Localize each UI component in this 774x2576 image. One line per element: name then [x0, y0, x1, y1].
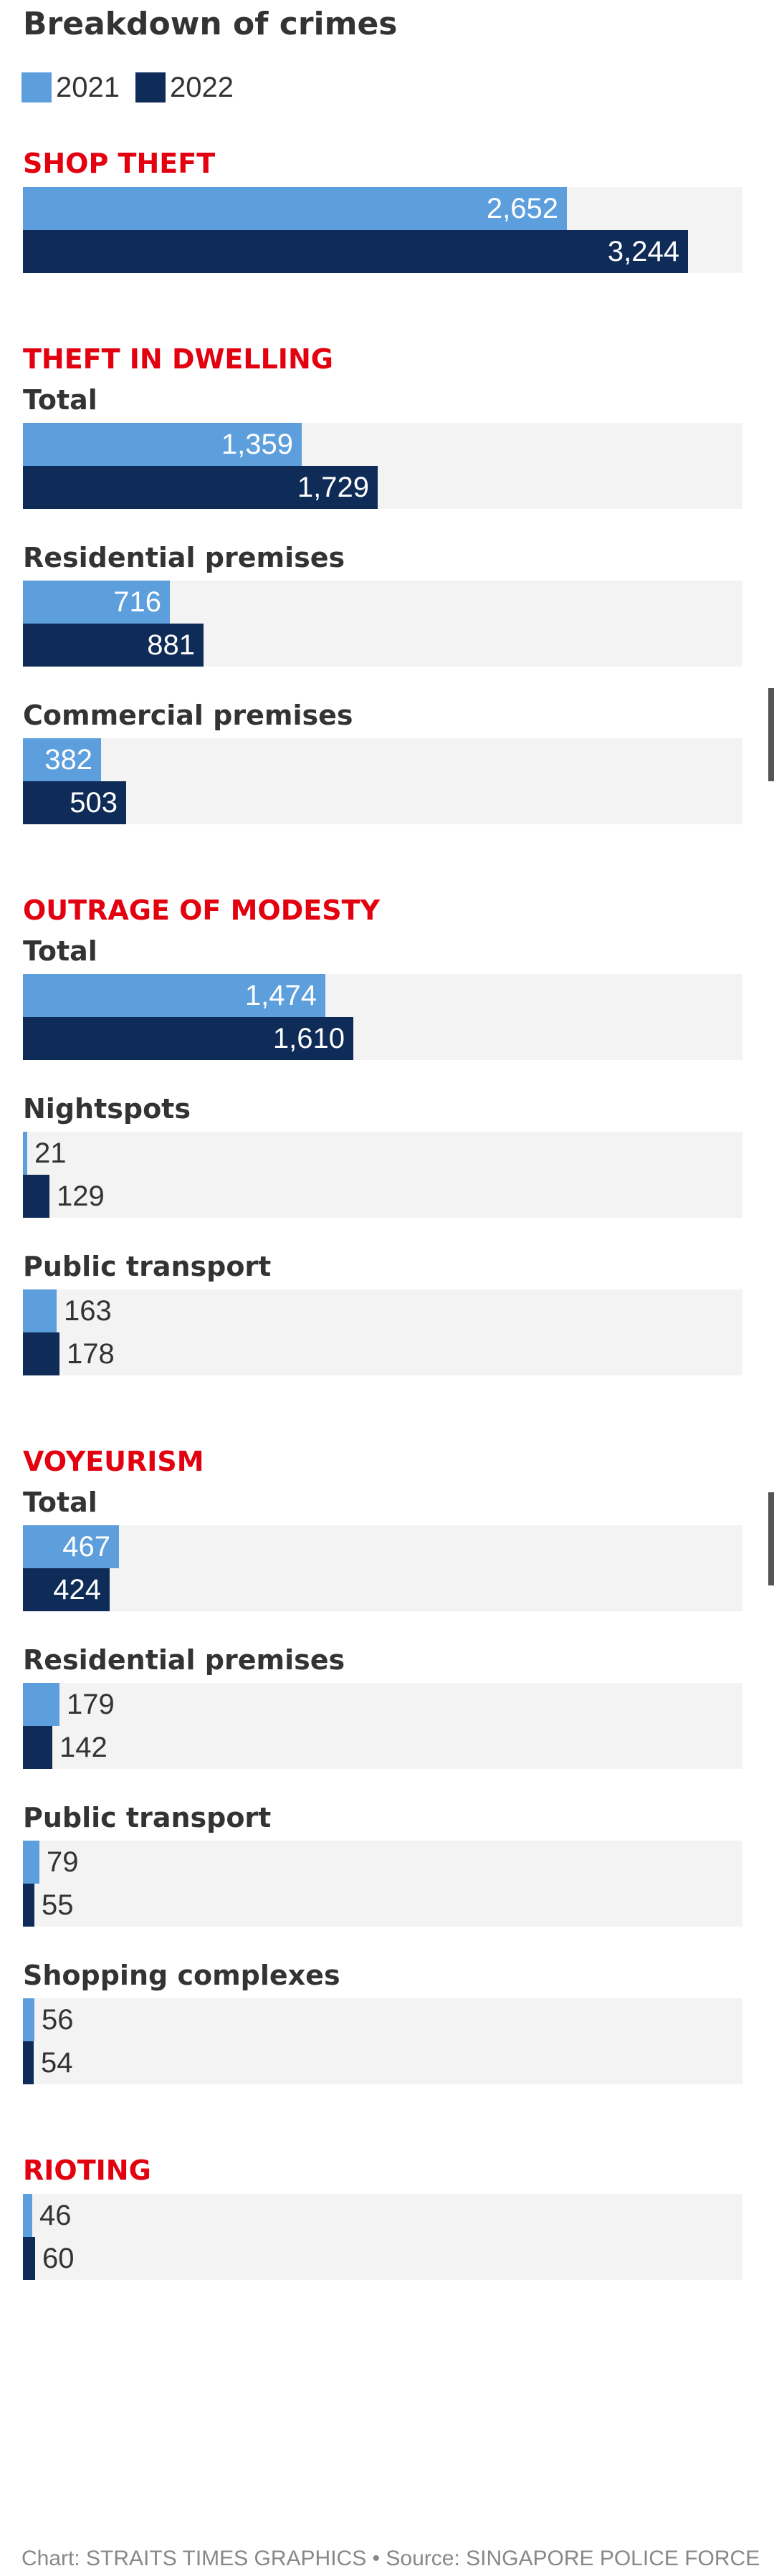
legend-item-2022: 2022: [135, 72, 234, 104]
data-label-2022: 60: [42, 2243, 75, 2274]
data-label-2021: 21: [34, 1137, 67, 1169]
data-label-2022: 142: [59, 1732, 108, 1763]
subcategory-title: Shopping complexes: [23, 1960, 340, 1991]
data-label-2021: 46: [39, 2200, 72, 2231]
bar-2021: [23, 1683, 59, 1726]
bar-row-outrage-of-modesty: 21 129: [23, 1132, 742, 1218]
chart-credit: Chart: STRAITS TIMES GRAPHICS: [22, 2547, 367, 2570]
data-label-2022: 3,244: [607, 236, 679, 267]
data-label-2021: 79: [47, 1846, 79, 1878]
data-label-2022: 129: [57, 1180, 105, 1212]
bar-2022: [23, 2041, 34, 2084]
footer-separator: •: [372, 2547, 381, 2570]
data-label-2021: 467: [62, 1531, 110, 1563]
bar-2021: [23, 1289, 57, 1332]
data-label-2021: 2,652: [486, 193, 558, 224]
category-title-theft-in-dwelling: THEFT IN DWELLING: [23, 343, 333, 375]
legend-item-2021: 2021: [22, 72, 120, 104]
legend-label-2021: 2021: [56, 71, 120, 103]
subcategory-title: Total: [23, 1487, 97, 1518]
scrollbar[interactable]: [768, 0, 774, 2576]
subcategory-title: Residential premises: [23, 542, 345, 573]
subcategory-title: Total: [23, 935, 97, 967]
bar-2021: [23, 187, 567, 230]
bar-2021: [23, 1998, 34, 2041]
bar-2022: [23, 1017, 353, 1060]
bar-2022: [23, 1332, 59, 1375]
bar-row-outrage-of-modesty: 163 178: [23, 1289, 742, 1375]
bar-2022: [23, 1884, 34, 1927]
bar-2022: [23, 1726, 52, 1769]
bar-2021: [23, 1841, 39, 1884]
chart-footer: Chart: STRAITS TIMES GRAPHICS • Source: …: [22, 2544, 760, 2573]
data-label-2022: 178: [67, 1338, 115, 1370]
bar-row-rioting: 46 60: [23, 2194, 742, 2280]
subcategory-title: Public transport: [23, 1802, 272, 1833]
data-label-2021: 163: [64, 1295, 112, 1327]
bar-row-voyeurism: 79 55: [23, 1841, 742, 1927]
legend-swatch-2022: [135, 72, 166, 102]
legend-swatch-2021: [22, 72, 52, 102]
data-label-2022: 881: [147, 629, 195, 661]
data-label-2021: 716: [113, 586, 161, 618]
bar-2021: [23, 2194, 32, 2237]
subcategory-title: Residential premises: [23, 1644, 345, 1676]
data-label-2022: 424: [53, 1574, 101, 1606]
subcategory-title: Nightspots: [23, 1093, 191, 1125]
bar-row-theft-in-dwelling: 716 881: [23, 581, 742, 667]
chart-title: Breakdown of crimes: [23, 6, 398, 42]
bar-row-voyeurism: 56 54: [23, 1998, 742, 2084]
bar-row-outrage-of-modesty: 1,474 1,610: [23, 974, 742, 1060]
bar-row-shop-theft: 2,652 3,244: [23, 187, 742, 273]
bar-2022: [23, 1568, 110, 1611]
data-label-2021: 1,474: [244, 980, 317, 1011]
bar-2022: [23, 624, 204, 667]
scrollbar-thumb[interactable]: [768, 688, 774, 781]
bar-2022: [23, 781, 126, 824]
bar-2021: [23, 1132, 27, 1175]
subcategory-title: Commercial premises: [23, 700, 353, 731]
bar-row-theft-in-dwelling: 1,359 1,729: [23, 423, 742, 509]
chart-legend: 2021 2022: [22, 70, 249, 105]
bar-2021: [23, 423, 302, 466]
bar-2021: [23, 738, 101, 781]
data-label-2022: 55: [42, 1889, 74, 1921]
legend-label-2022: 2022: [169, 71, 234, 103]
bar-2022: [23, 230, 688, 273]
bar-2022: [23, 1175, 49, 1218]
data-label-2022: 54: [41, 2047, 73, 2079]
subcategory-title: Total: [23, 384, 97, 416]
subcategory-title: Public transport: [23, 1251, 272, 1282]
data-label-2021: 179: [67, 1689, 115, 1720]
bar-2021: [23, 974, 325, 1017]
bar-row-voyeurism: 179 142: [23, 1683, 742, 1769]
chart-source: Source: SINGAPORE POLICE FORCE: [386, 2547, 760, 2570]
scrollbar-thumb[interactable]: [768, 1492, 774, 1585]
bar-row-theft-in-dwelling: 382 503: [23, 738, 742, 824]
category-title-voyeurism: VOYEURISM: [23, 1446, 204, 1477]
bar-2021: [23, 1525, 119, 1568]
data-label-2022: 1,729: [297, 472, 369, 503]
bar-2022: [23, 2237, 35, 2280]
category-title-rioting: RIOTING: [23, 2155, 151, 2186]
data-label-2021: 1,359: [221, 429, 293, 460]
category-title-outrage-of-modesty: OUTRAGE OF MODESTY: [23, 895, 381, 926]
data-label-2022: 503: [70, 787, 118, 819]
data-label-2021: 56: [42, 2004, 74, 2036]
data-label-2021: 382: [44, 744, 92, 776]
category-title-shop-theft: SHOP THEFT: [23, 148, 216, 179]
bar-row-voyeurism: 467 424: [23, 1525, 742, 1611]
bar-2021: [23, 581, 170, 624]
bar-2022: [23, 466, 378, 509]
data-label-2022: 1,610: [272, 1023, 345, 1054]
